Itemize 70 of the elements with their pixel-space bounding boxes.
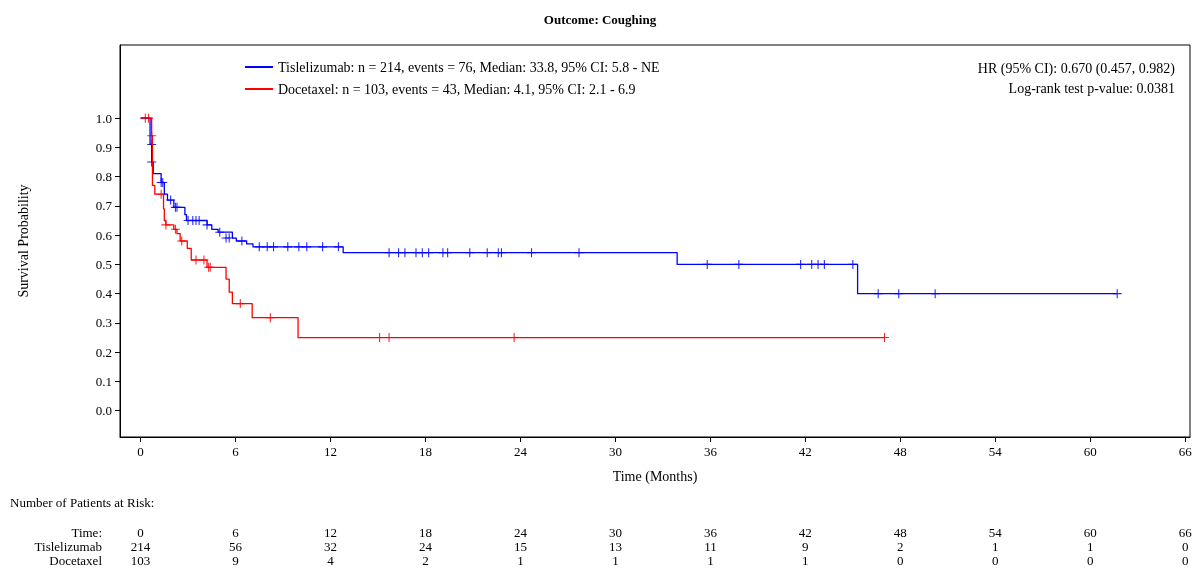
chart-title: Outcome: Coughing xyxy=(543,12,657,27)
y-tick-label: 0.9 xyxy=(95,139,112,155)
text: 60 xyxy=(1083,524,1097,540)
text: 48 xyxy=(893,524,907,540)
text: 36 xyxy=(703,524,718,540)
x-axis-title: Time (Months) xyxy=(612,468,698,485)
y-tick-label: 0.2 xyxy=(95,344,112,360)
text: 12 xyxy=(324,524,338,540)
text: 0 xyxy=(1182,552,1189,568)
text: 4 xyxy=(327,552,335,568)
x-tick-label: 36 xyxy=(703,444,718,459)
x-tick-label: 42 xyxy=(798,444,812,459)
y-tick-label: 0.4 xyxy=(95,286,113,302)
x-tick-label: 12 xyxy=(324,444,338,459)
y-axis-title: Survival Probability xyxy=(15,184,31,298)
text: 0 xyxy=(897,552,904,568)
text: 9 xyxy=(232,552,239,568)
text: Tislelizumab xyxy=(34,538,102,554)
x-tick-label: 6 xyxy=(232,444,240,459)
y-tick-label: 0.8 xyxy=(95,169,112,185)
text: 66 xyxy=(1178,524,1193,540)
y-tick-label: 1.0 xyxy=(95,110,112,126)
text: 0 xyxy=(992,552,999,568)
y-tick-label: 0.5 xyxy=(95,256,112,272)
y-tick-label: 0.3 xyxy=(95,315,112,331)
text: 103 xyxy=(130,552,151,568)
text: 30 xyxy=(608,524,622,540)
text: 32 xyxy=(324,538,338,554)
x-tick-label: 30 xyxy=(608,444,622,459)
text: 0 xyxy=(1087,552,1094,568)
y-tick-label: 0.7 xyxy=(95,198,113,214)
text: 1 xyxy=(1087,538,1094,554)
annotation: HR (95% CI): 0.670 (0.457, 0.982) xyxy=(977,60,1176,77)
text: 2 xyxy=(897,538,904,554)
text: Time: xyxy=(71,524,102,540)
text: 2 xyxy=(422,552,429,568)
text: 1 xyxy=(517,552,524,568)
text: 6 xyxy=(232,524,240,540)
text: 0 xyxy=(137,524,144,540)
text: 1 xyxy=(992,538,999,554)
text: 1 xyxy=(802,552,809,568)
text: 1 xyxy=(707,552,714,568)
text: 11 xyxy=(704,538,717,554)
x-tick-label: 0 xyxy=(137,444,144,459)
legend-label: Tislelizumab: n = 214, events = 76, Median: 33.8, 95% CI: 5.8 - NE xyxy=(278,59,660,75)
y-tick-label: 0.0 xyxy=(95,403,112,419)
text: 42 xyxy=(798,524,812,540)
x-tick-label: 66 xyxy=(1178,444,1193,459)
text: 214 xyxy=(130,538,151,554)
text: 0 xyxy=(1182,538,1189,554)
y-tick-label: 0.1 xyxy=(95,373,112,389)
text: 9 xyxy=(802,538,809,554)
text: 54 xyxy=(988,524,1003,540)
text: 15 xyxy=(513,538,527,554)
x-tick-label: 60 xyxy=(1083,444,1097,459)
text: 18 xyxy=(418,524,432,540)
annotation: Log-rank test p-value: 0.0381 xyxy=(1008,80,1175,96)
text: Number of Patients at Risk: xyxy=(10,494,155,510)
text: 1 xyxy=(612,552,619,568)
x-tick-label: 48 xyxy=(893,444,907,459)
text: 13 xyxy=(608,538,622,554)
y-tick-label: 0.6 xyxy=(95,227,113,243)
legend-label: Docetaxel: n = 103, events = 43, Median: 4.1, 95% CI: 2.1 - 6.9 xyxy=(278,81,636,97)
text: 24 xyxy=(418,538,433,554)
text: 56 xyxy=(229,538,243,554)
text: Docetaxel xyxy=(49,552,103,568)
x-tick-label: 54 xyxy=(988,444,1003,459)
x-tick-label: 24 xyxy=(513,444,528,459)
text: 24 xyxy=(513,524,528,540)
x-tick-label: 18 xyxy=(418,444,432,459)
